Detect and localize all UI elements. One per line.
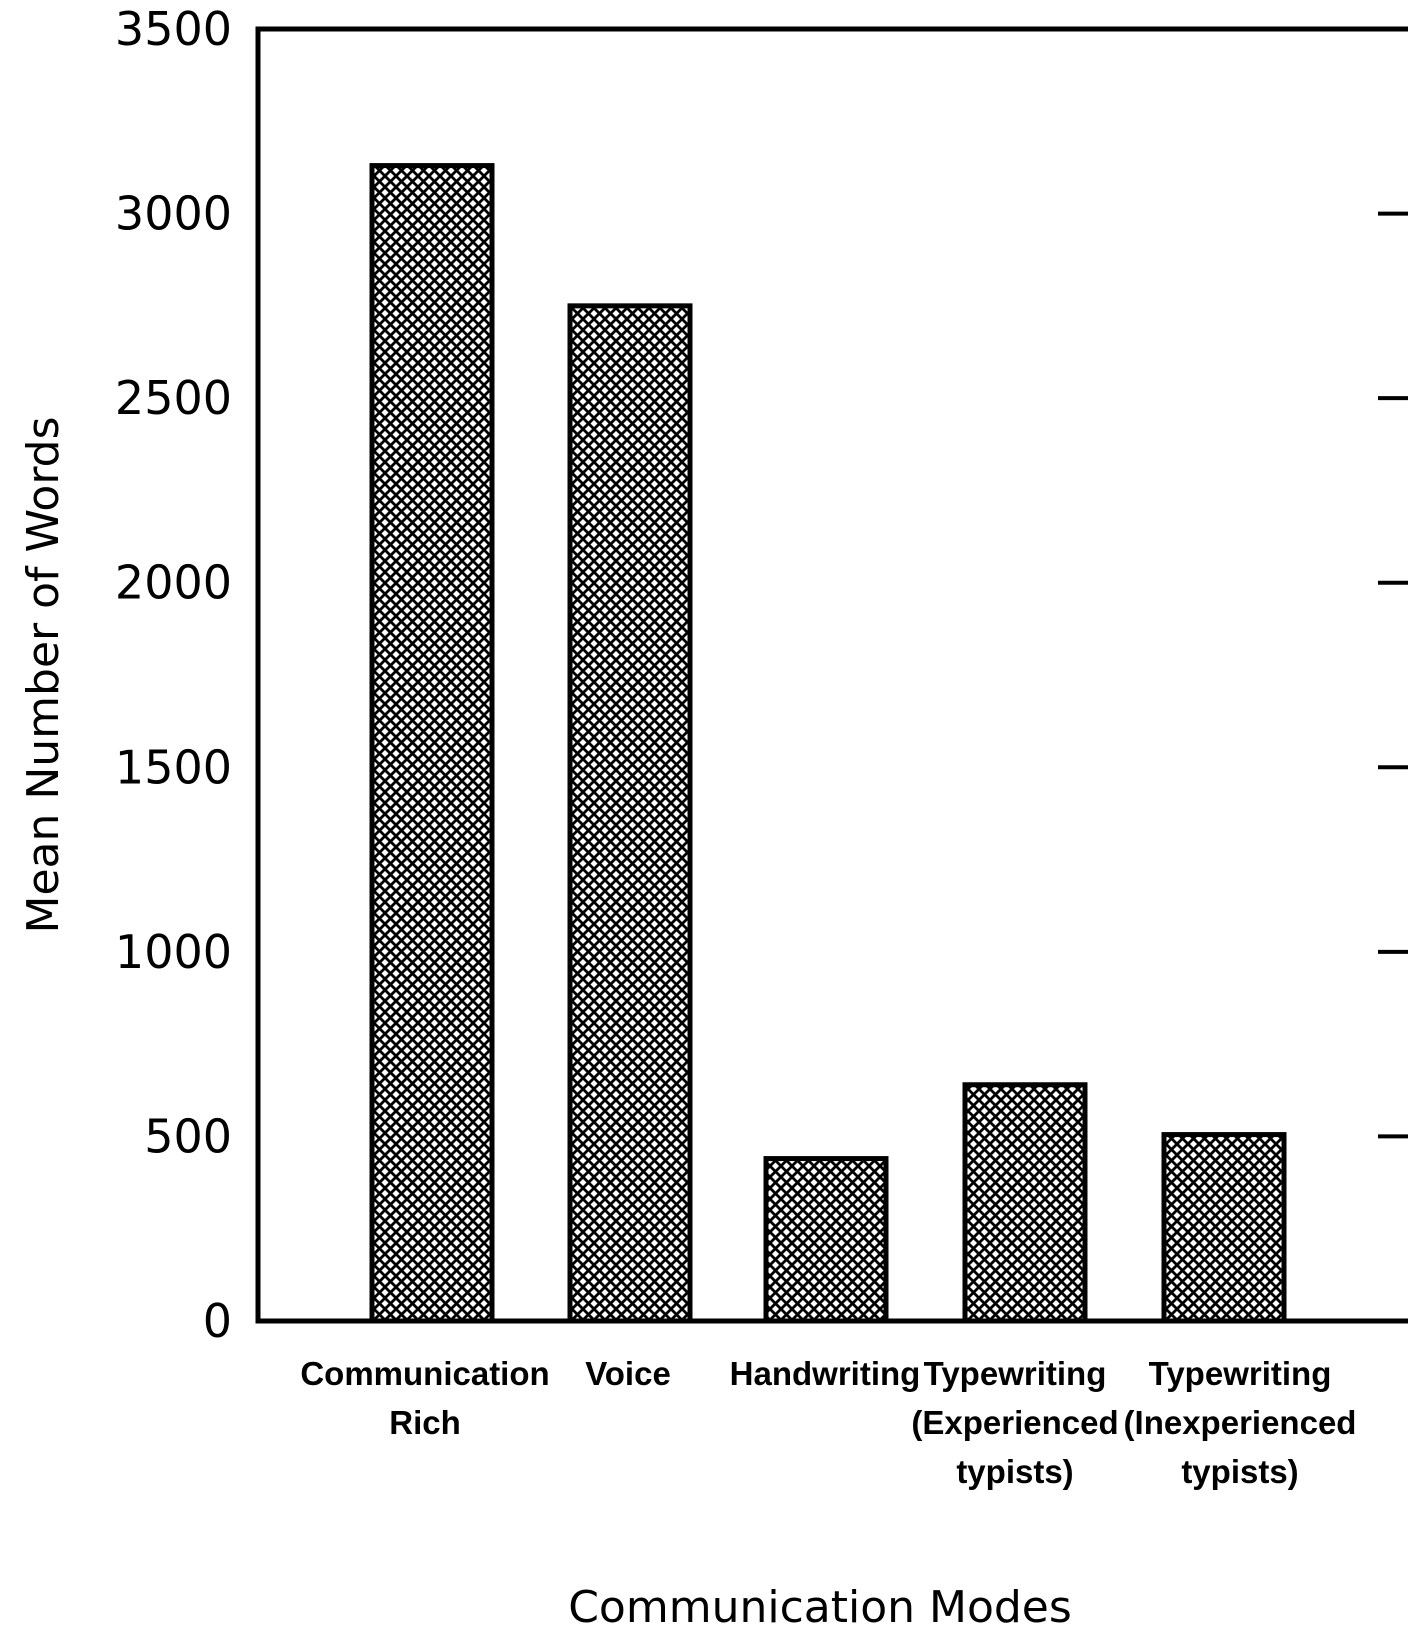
- bar: [763, 1156, 889, 1324]
- bar: [1161, 1132, 1287, 1324]
- y-tick-label: 1500: [115, 740, 232, 794]
- y-tick-label: 1000: [115, 925, 232, 979]
- y-tick-label: 2000: [115, 556, 232, 610]
- x-tick-label: Typewriting (Experienced typists): [911, 1355, 1118, 1490]
- y-tick-label: 2500: [115, 371, 232, 425]
- y-tick-label: 0: [203, 1294, 232, 1348]
- y-tick-label: 500: [144, 1109, 232, 1163]
- x-tick-label: Communication Rich: [300, 1355, 549, 1441]
- x-tick-label: Handwriting: [730, 1355, 921, 1392]
- bar: [369, 163, 495, 1324]
- bar: [962, 1082, 1088, 1324]
- y-axis-ticks: 0 500 1000 1500 2000 2500 3000 3500: [115, 2, 1408, 1348]
- bars: [369, 163, 1287, 1324]
- plot-frame: [255, 26, 1408, 1324]
- bar: [567, 303, 693, 1324]
- x-tick-label: Typewriting (Inexperienced typists): [1124, 1355, 1357, 1490]
- x-axis-title: Communication Modes: [568, 1582, 1072, 1629]
- y-axis-title: Mean Number of Words: [18, 416, 69, 933]
- y-tick-label: 3500: [115, 2, 232, 56]
- y-tick-label: 3000: [115, 187, 232, 241]
- x-tick-label: Voice: [585, 1355, 671, 1392]
